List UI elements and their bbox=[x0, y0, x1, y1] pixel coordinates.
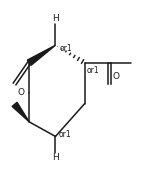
Polygon shape bbox=[27, 45, 55, 65]
Text: H: H bbox=[52, 14, 59, 23]
Polygon shape bbox=[12, 102, 29, 122]
Text: H: H bbox=[52, 153, 59, 162]
Text: O: O bbox=[18, 88, 25, 97]
Text: O: O bbox=[112, 72, 119, 81]
Text: or1: or1 bbox=[87, 66, 99, 75]
Text: or1: or1 bbox=[60, 44, 72, 53]
Text: or1: or1 bbox=[58, 130, 71, 140]
